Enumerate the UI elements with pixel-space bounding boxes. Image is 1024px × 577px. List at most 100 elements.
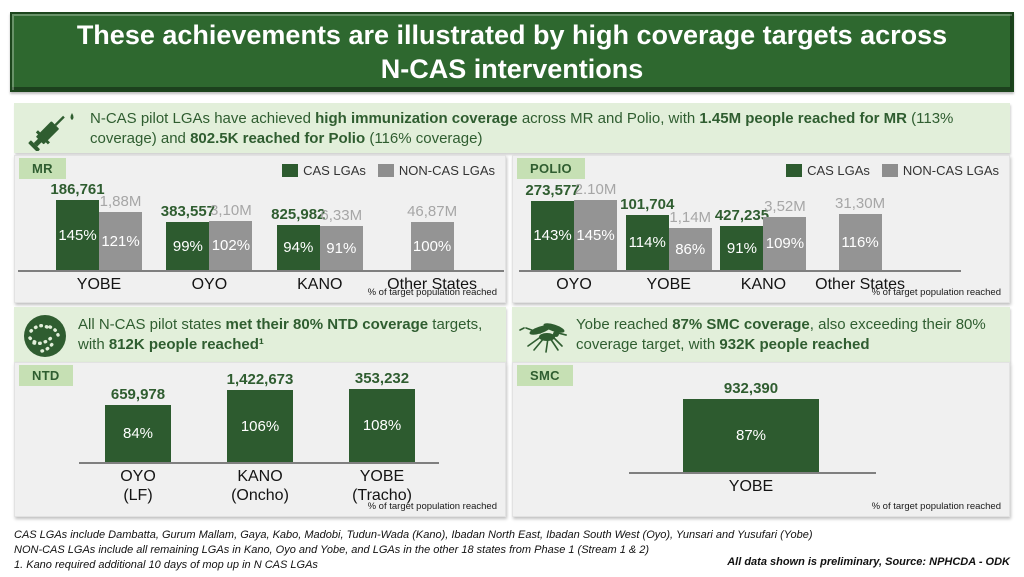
- bar-value-label: 46,87M: [407, 203, 458, 220]
- mr-chart-panel: MR CAS LGAs NON-CAS LGAs 186,761 145% 1,88M 12…: [14, 155, 506, 303]
- smc-badge: SMC: [517, 365, 573, 386]
- bar-value-label: 186,761: [50, 181, 105, 198]
- legend-swatch: [377, 164, 394, 177]
- bar: 84%: [105, 405, 171, 462]
- syringe-icon: [28, 113, 74, 151]
- polio-badge: POLIO: [517, 158, 585, 179]
- bar-group: 31,30M 116% Other States: [815, 195, 905, 302]
- bar-group: 273,577 143% 2.10M 145% OYO: [525, 181, 617, 302]
- bar-percent-label: 108%: [362, 417, 402, 434]
- bar-value-label: 383,557: [160, 203, 216, 220]
- bar-percent-label: 106%: [240, 417, 280, 435]
- ntd-chart-panel: NTD 659,978 84% OYO (LF) 1,422,673 106% KANO (On…: [14, 362, 506, 517]
- legend-swatch: [881, 164, 898, 177]
- legend: CAS LGAs NON-CAS LGAs: [786, 163, 999, 178]
- page-title: These achievements are illustrated by hi…: [10, 12, 1014, 92]
- bar-percent-label: 84%: [122, 425, 154, 442]
- x-axis: [629, 472, 876, 474]
- bar-percent-label: 102%: [211, 237, 251, 254]
- category-label: YOBE: [76, 276, 122, 293]
- bar: 86%: [668, 228, 712, 270]
- chart-bars: 273,577 143% 2.10M 145% OYO 101,704 114% 1,14M 8…: [513, 156, 1009, 302]
- ntd-badge: NTD: [19, 365, 73, 386]
- bar-value-label: 6,33M: [320, 207, 363, 224]
- bar: 109%: [763, 217, 807, 270]
- bar: 121%: [99, 212, 142, 270]
- bar-percent-label: 109%: [765, 235, 805, 252]
- bar-value-label: 1,88M: [99, 193, 142, 210]
- footnote-noncas: NON-CAS LGAs include all remaining LGAs …: [14, 544, 650, 556]
- axis-note: % of target population reached: [367, 287, 497, 298]
- category-label: KANO (Oncho): [231, 468, 289, 504]
- bar: 99%: [166, 222, 210, 270]
- bar-group: 427,235 91% 3,52M 109% KANO: [715, 198, 807, 302]
- bar-group: 825,982 94% 6,33M 91% KANO: [271, 206, 363, 302]
- bar-value-label: 3,52M: [764, 198, 806, 215]
- category-label: YOBE: [728, 478, 774, 495]
- bar-percent-label: 100%: [412, 237, 452, 255]
- bar-group: 932,390 87% YOBE: [683, 380, 819, 516]
- legend-item: NON-CAS LGAs: [377, 163, 495, 178]
- bacteria-icon: [24, 315, 66, 357]
- legend-label: CAS LGAs: [303, 163, 366, 178]
- data-source-note: All data shown is preliminary, Source: N…: [727, 556, 1010, 568]
- bar-value-label: 825,982: [271, 206, 326, 223]
- bar-percent-label: 91%: [726, 239, 757, 257]
- legend-item: CAS LGAs: [282, 163, 366, 178]
- ntd-summary-text: All N-CAS pilot states met their 80% NTD…: [78, 316, 483, 353]
- category-label: Other States: [815, 276, 905, 293]
- bar-percent-label: 145%: [58, 226, 97, 244]
- bar-percent-label: 143%: [533, 227, 572, 244]
- bar-percent-label: 116%: [841, 233, 879, 251]
- chart-bars: 932,390 87% YOBE: [513, 363, 1009, 516]
- bar: 87%: [683, 399, 819, 472]
- bar-percent-label: 145%: [576, 226, 615, 244]
- smc-summary-text: Yobe reached 87% SMC coverage, also exce…: [576, 316, 986, 353]
- bar: 143%: [531, 201, 574, 270]
- smc-chart-panel: SMC 932,390 87% YOBE % of target population …: [512, 362, 1010, 517]
- page-title-line2: N-CAS interventions: [380, 54, 644, 84]
- bar-percent-label: 121%: [101, 232, 140, 250]
- bar-percent-label: 94%: [283, 239, 314, 256]
- smc-summary: Yobe reached 87% SMC coverage, also exce…: [512, 307, 1010, 362]
- bar-group: 46,87M 100% Other States: [387, 203, 477, 302]
- legend-item: CAS LGAs: [786, 163, 870, 178]
- bar-group: 101,704 114% 1,14M 86% YOBE: [620, 196, 712, 302]
- bar: 102%: [209, 221, 253, 270]
- bar-percent-label: 99%: [172, 237, 203, 255]
- bar-group: 186,761 145% 1,88M 121% YOBE: [50, 181, 142, 302]
- legend-swatch: [282, 164, 299, 177]
- axis-note: % of target population reached: [871, 287, 1001, 298]
- x-axis: [79, 462, 439, 464]
- footnote-kano: 1. Kano required additional 10 days of m…: [14, 559, 318, 571]
- bar-percent-label: 87%: [735, 427, 767, 444]
- immunization-summary-text: N-CAS pilot LGAs have achieved high immu…: [90, 110, 954, 147]
- bar: 145%: [56, 200, 99, 270]
- bar-group: 1,422,673 106% KANO (Oncho): [227, 371, 294, 516]
- ntd-summary: All N-CAS pilot states met their 80% NTD…: [14, 307, 506, 362]
- footnote-cas: CAS LGAs include Dambatta, Gurum Mallam,…: [14, 529, 813, 541]
- bar-percent-label: 86%: [675, 240, 706, 258]
- chart-bars: 659,978 84% OYO (LF) 1,422,673 106% KANO (Oncho…: [15, 363, 505, 516]
- category-label: OYO (LF): [120, 468, 156, 504]
- category-label: YOBE (Tracho): [352, 468, 412, 504]
- chart-bars: 186,761 145% 1,88M 121% YOBE 383,557 99% 3,10M 1…: [15, 156, 505, 302]
- legend-label: NON-CAS LGAs: [398, 163, 495, 178]
- bar-value-label: 427,235: [714, 207, 770, 224]
- bar: 145%: [574, 200, 617, 270]
- x-axis: [18, 270, 504, 272]
- bar: 108%: [349, 389, 415, 462]
- bar: 91%: [319, 226, 363, 270]
- bar: 94%: [276, 225, 320, 270]
- bar-value-label: 659,978: [110, 386, 166, 403]
- category-label: YOBE: [646, 276, 691, 293]
- legend-label: NON-CAS LGAs: [902, 163, 999, 178]
- mr-badge: MR: [19, 158, 66, 179]
- legend-swatch: [786, 164, 803, 177]
- bar-group: 659,978 84% OYO (LF): [105, 386, 171, 516]
- bar-value-label: 2.10M: [574, 181, 617, 198]
- axis-note: % of target population reached: [367, 501, 497, 512]
- polio-chart-panel: POLIO CAS LGAs NON-CAS LGAs 273,577 143% 2.10…: [512, 155, 1010, 303]
- legend-item: NON-CAS LGAs: [881, 163, 999, 178]
